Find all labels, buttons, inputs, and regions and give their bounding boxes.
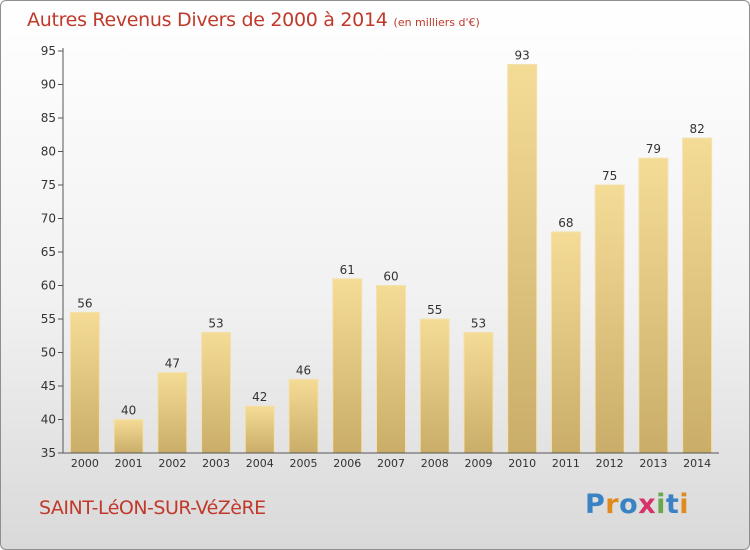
y-tick-label: 65 xyxy=(41,245,56,259)
logo-letter: x xyxy=(638,489,657,520)
y-tick-label: 55 xyxy=(41,312,56,326)
y-tick-label: 85 xyxy=(41,111,56,125)
bar-value-label: 40 xyxy=(121,404,136,418)
chart-title-group: Autres Revenus Divers de 2000 à 2014 (en … xyxy=(27,9,480,31)
bar-value-label: 68 xyxy=(558,216,573,230)
x-tick-label: 2007 xyxy=(377,457,405,470)
y-tick-label: 80 xyxy=(41,145,56,159)
bar-2002 xyxy=(157,372,188,454)
logo-letter: i xyxy=(656,489,666,520)
x-tick-label: 2009 xyxy=(464,457,492,470)
x-tick-label: 2004 xyxy=(246,457,274,470)
bar-2010 xyxy=(507,63,538,454)
bar-value-label: 46 xyxy=(296,363,311,377)
bar-2006 xyxy=(332,278,363,454)
commune-name: SAINT-LéON-SUR-VéZèRE xyxy=(39,497,266,519)
y-tick-label: 35 xyxy=(41,446,56,460)
chart-subtitle: (en milliers d'€) xyxy=(393,16,480,29)
bar-value-label: 56 xyxy=(77,296,92,310)
bar-value-label: 61 xyxy=(340,263,355,277)
bar-value-label: 93 xyxy=(515,48,530,62)
bar-2004 xyxy=(244,405,275,454)
bar-2005 xyxy=(288,378,319,454)
bar-value-label: 42 xyxy=(252,390,267,404)
axes-layer: 2000 2001 2002 2003 2004 2005 2006 2007 2008 2009… xyxy=(41,44,719,470)
x-tick-label: 2003 xyxy=(202,457,230,470)
bar-value-label: 79 xyxy=(646,142,661,156)
bar-2000 xyxy=(69,311,100,454)
bar-2014 xyxy=(682,137,713,454)
bar-value-label: 47 xyxy=(165,357,180,371)
logo-letter: o xyxy=(619,489,639,520)
logo-letter: t xyxy=(665,489,680,520)
x-tick-label: 2012 xyxy=(596,457,624,470)
x-tick-label: 2000 xyxy=(71,457,99,470)
y-tick-label: 95 xyxy=(41,44,56,58)
bar-2007 xyxy=(376,285,406,454)
bar-value-label: 53 xyxy=(471,316,486,330)
bars-layer: 56 40 47 53 42 46 61 60 55 53 93 68 75 79 82 xyxy=(69,48,713,454)
y-tick-label: 45 xyxy=(41,379,56,393)
x-tick-label: 2010 xyxy=(508,457,536,470)
y-tick-label: 75 xyxy=(41,178,56,192)
logo-letter: r xyxy=(605,489,620,520)
x-tick-label: 2002 xyxy=(158,457,186,470)
bar-2003 xyxy=(201,331,232,454)
y-tick-label: 60 xyxy=(41,279,56,293)
x-tick-label: 2014 xyxy=(683,457,711,470)
y-tick-label: 50 xyxy=(41,346,56,360)
x-tick-label: 2006 xyxy=(333,457,361,470)
y-tick-label: 90 xyxy=(41,78,56,92)
bar-2011 xyxy=(550,231,581,454)
x-tick-label: 2013 xyxy=(639,457,667,470)
logo-letter: i xyxy=(679,489,690,520)
logo-letter: P xyxy=(585,489,606,520)
bar-value-label: 60 xyxy=(383,270,398,284)
x-tick-label: 2008 xyxy=(421,457,449,470)
bar-2013 xyxy=(638,157,669,454)
y-tick-label: 40 xyxy=(41,413,56,427)
bar-2001 xyxy=(113,419,144,454)
x-tick-label: 2005 xyxy=(290,457,318,470)
bar-value-label: 75 xyxy=(602,169,617,183)
x-tick-label: 2001 xyxy=(115,457,143,470)
bar-2012 xyxy=(594,184,625,454)
bar-value-label: 82 xyxy=(689,122,704,136)
bar-value-label: 55 xyxy=(427,303,442,317)
proxiti-logo[interactable]: Proxiti xyxy=(585,489,689,520)
chart-title: Autres Revenus Divers de 2000 à 2014 xyxy=(27,9,388,31)
y-tick-label: 70 xyxy=(41,212,56,226)
bar-2008 xyxy=(419,318,450,454)
bar-2009 xyxy=(463,331,494,454)
bar-value-label: 53 xyxy=(208,316,223,330)
x-tick-label: 2011 xyxy=(552,457,580,470)
